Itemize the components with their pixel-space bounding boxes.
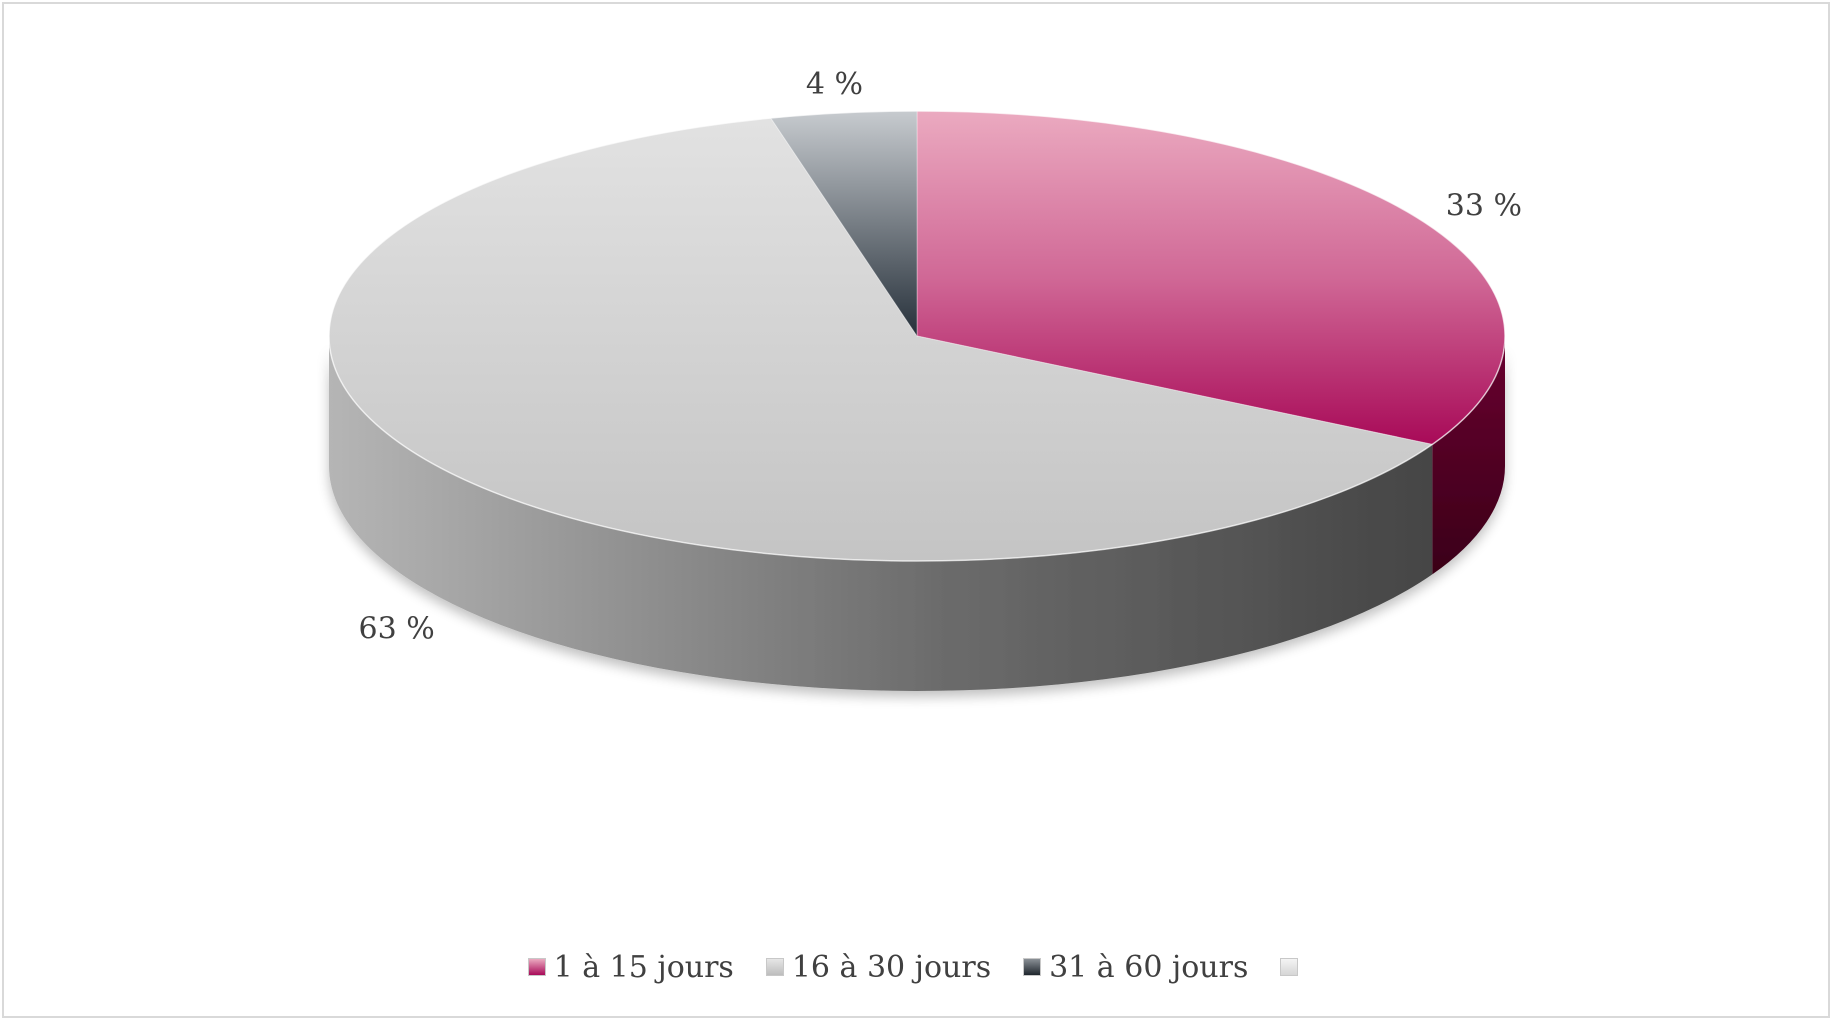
legend-item: 31 à 60 jours xyxy=(1023,950,1248,985)
legend-item: 1 à 15 jours xyxy=(527,949,734,985)
legend-item: 16 à 30 jours xyxy=(765,949,992,985)
legend: 1 à 15 jours 16 à 30 jours 31 à 60 jours xyxy=(0,945,1834,989)
slice-31-60-jours-data-label: 4 % xyxy=(806,67,863,102)
legend-label: 16 à 30 jours xyxy=(791,949,992,985)
slice-1-15-jours-data-label: 33 % xyxy=(1446,189,1522,224)
legend-swatch-1-15 xyxy=(527,958,546,976)
legend-swatch-31-60 xyxy=(1023,958,1042,976)
pie-rim-highlight xyxy=(328,110,1506,562)
legend-label: 1 à 15 jours xyxy=(553,949,734,985)
legend-swatch-empty xyxy=(1280,958,1299,976)
legend-swatch-16-30 xyxy=(765,958,784,976)
legend-item xyxy=(1280,958,1306,976)
legend-label: 31 à 60 jours xyxy=(1049,949,1249,985)
slice-1-15-jours-side xyxy=(1432,336,1505,575)
slice-16-30-jours-data-label: 63 % xyxy=(359,611,435,646)
slice-16-30-jours-side xyxy=(329,336,1433,692)
